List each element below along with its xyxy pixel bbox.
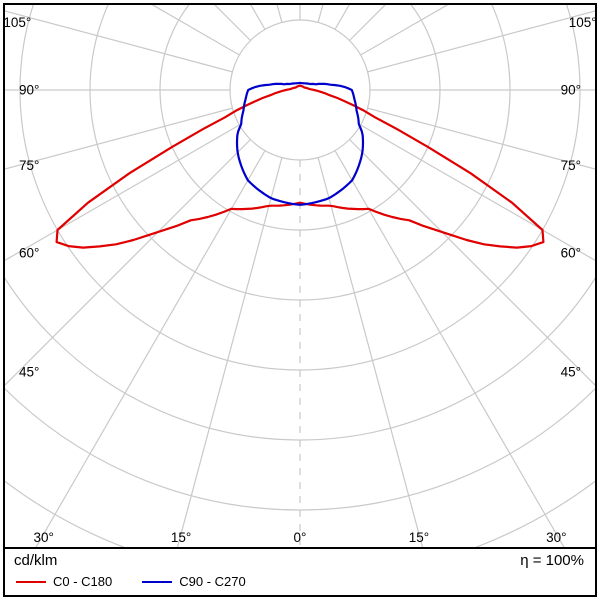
c90-c270-label: C90 - C270 bbox=[179, 574, 246, 589]
legend-item-c0-c180: C0 - C180 bbox=[16, 574, 112, 589]
legend-bar: cd/klm η = 100% C0 - C180 C90 - C270 bbox=[5, 549, 595, 595]
svg-text:75°: 75° bbox=[561, 158, 581, 173]
c90-c270-line-sample bbox=[142, 580, 173, 583]
svg-text:30°: 30° bbox=[546, 530, 566, 545]
units-label: cd/klm bbox=[14, 552, 58, 569]
svg-text:75°: 75° bbox=[19, 158, 39, 173]
svg-text:45°: 45° bbox=[561, 365, 581, 380]
svg-text:90°: 90° bbox=[19, 83, 39, 98]
c0-c180-line-sample bbox=[16, 580, 46, 583]
svg-text:45°: 45° bbox=[19, 365, 39, 380]
efficiency-label: η = 100% bbox=[520, 552, 584, 569]
c0-c180-label: C0 - C180 bbox=[53, 574, 113, 589]
svg-text:60°: 60° bbox=[561, 245, 581, 260]
svg-text:105°: 105° bbox=[5, 15, 31, 30]
polar-intensity-chart: 0° 15° 15° 30° 30° 45° 45° 60° 60° 75° 75° 90° 90° 10… bbox=[5, 5, 595, 547]
legend: C0 - C180 C90 - C270 bbox=[16, 574, 246, 589]
diagram-frame: 0° 15° 15° 30° 30° 45° 45° 60° 60° 75° 75° 90° 90° 10… bbox=[3, 3, 597, 597]
svg-text:15°: 15° bbox=[171, 530, 191, 545]
svg-text:30°: 30° bbox=[33, 530, 53, 545]
svg-text:90°: 90° bbox=[561, 83, 581, 98]
svg-text:0°: 0° bbox=[294, 530, 307, 545]
polar-plot-area: 0° 15° 15° 30° 30° 45° 45° 60° 60° 75° 75° 90° 90° 10… bbox=[5, 5, 595, 549]
legend-item-c90-c270: C90 - C270 bbox=[142, 574, 246, 589]
svg-text:15°: 15° bbox=[409, 530, 429, 545]
svg-text:105°: 105° bbox=[569, 15, 595, 30]
svg-text:60°: 60° bbox=[19, 245, 39, 260]
